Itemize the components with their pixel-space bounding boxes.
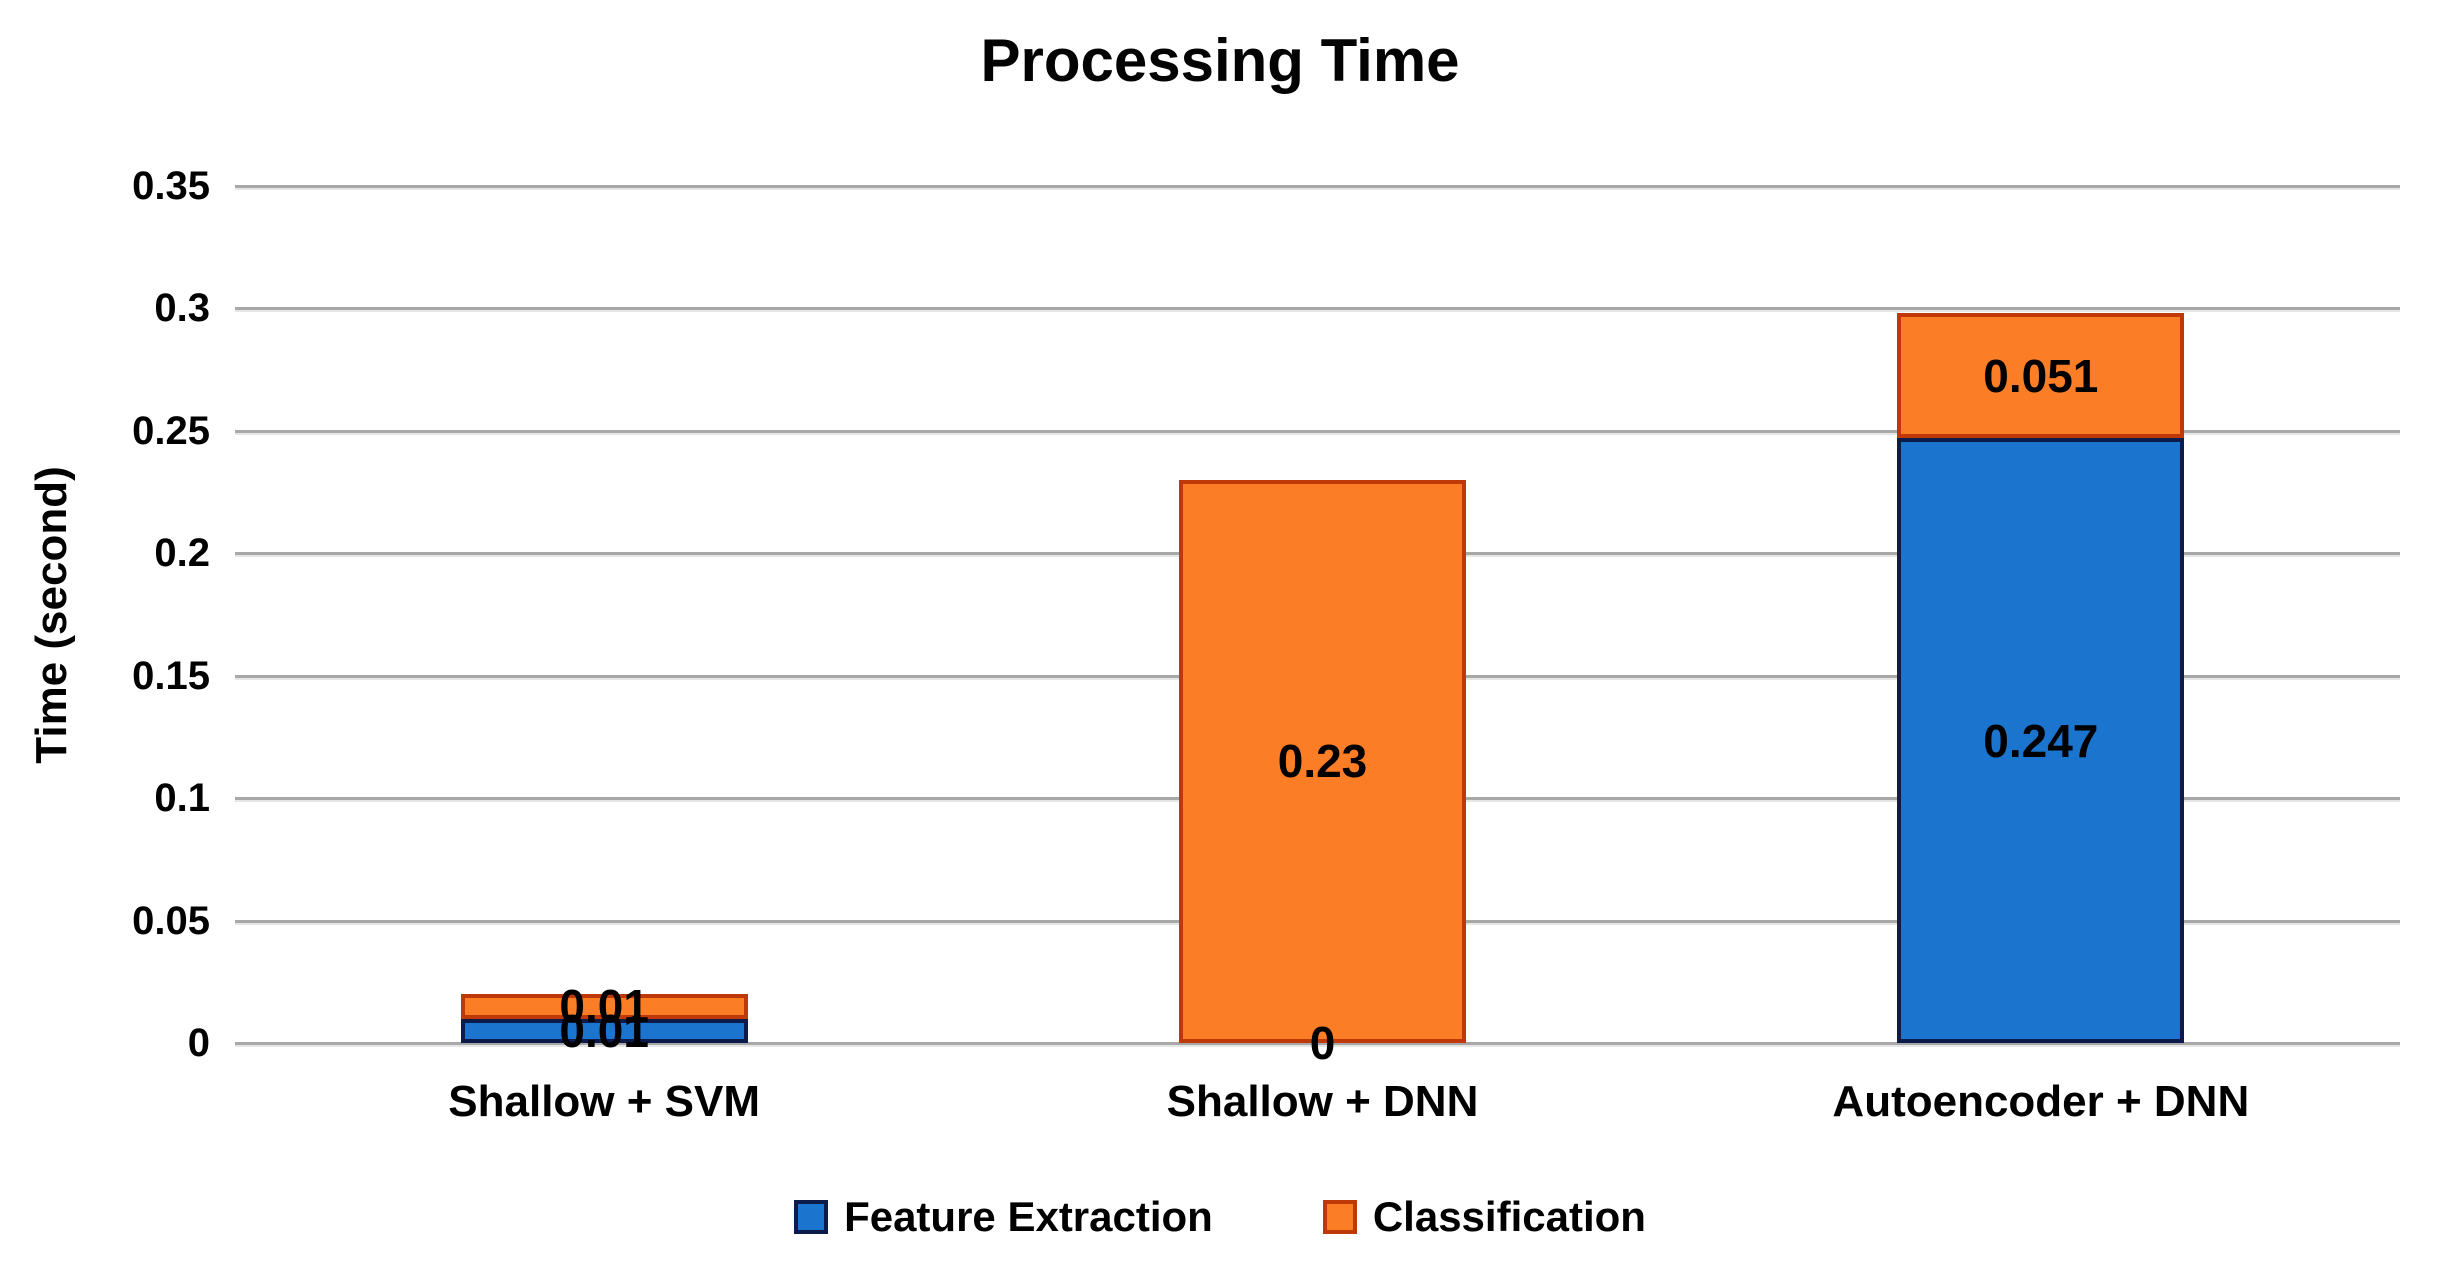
bar-segment-feature-extraction: [1897, 438, 2185, 1043]
gridline: [235, 429, 2400, 433]
bar-data-label: 0.01: [559, 1004, 649, 1057]
legend-label: Feature Extraction: [844, 1193, 1213, 1240]
y-tick-label: 0.1: [154, 776, 210, 821]
y-tick-label: 0.15: [132, 653, 210, 698]
gridline: [235, 307, 2400, 311]
category-label: Shallow + SVM: [448, 1077, 761, 1126]
bar-segment-classification: [1897, 313, 2185, 439]
bar-data-label: 0: [1309, 1017, 1336, 1069]
y-tick-label: 0.2: [154, 531, 210, 576]
category-label: Shallow + DNN: [1166, 1077, 1479, 1126]
bar-data-label: 0.23: [1277, 735, 1368, 788]
gridline: [235, 185, 2400, 188]
y-tick-label: 0.3: [154, 286, 210, 331]
bar-segment-feature-extraction: [460, 1018, 748, 1043]
gridline: [235, 1042, 2400, 1045]
legend-item-classification: Classification: [1322, 1193, 1646, 1240]
bar-segment-classification: [1179, 479, 1466, 1043]
bar-data-label: 0.051: [1983, 349, 2099, 402]
y-axis-title: Time (second): [27, 465, 76, 764]
bar-data-label: 0.247: [1983, 714, 2099, 767]
category-label: Autoencoder + DNN: [1832, 1077, 2250, 1126]
bar-segment-classification: [460, 994, 748, 1019]
classification-swatch-icon: [1322, 1200, 1357, 1234]
chart-title: Processing Time: [980, 27, 1460, 94]
feature-extraction-swatch-icon: [794, 1200, 829, 1234]
y-tick-label: 0: [187, 1021, 210, 1065]
y-tick-label: 0.35: [132, 164, 210, 208]
legend-label: Classification: [1372, 1193, 1646, 1240]
legend-item-feature-extraction: Feature Extraction: [794, 1196, 1213, 1238]
y-tick-label: 0.05: [132, 898, 210, 943]
bar-data-label: 0.01: [559, 980, 649, 1033]
chart-legend: Feature Extraction Classification: [0, 1196, 2440, 1238]
y-tick-label: 0.25: [132, 408, 210, 453]
